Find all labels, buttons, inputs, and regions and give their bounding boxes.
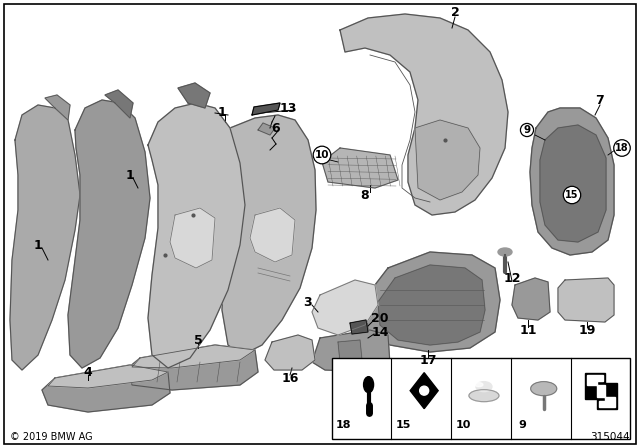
Polygon shape (170, 208, 215, 268)
Polygon shape (365, 252, 500, 352)
Text: 13: 13 (279, 102, 297, 115)
Text: 15: 15 (565, 190, 579, 200)
Text: 15: 15 (396, 419, 411, 430)
Polygon shape (350, 320, 368, 334)
Polygon shape (312, 280, 378, 335)
Polygon shape (410, 373, 438, 409)
Polygon shape (222, 115, 316, 355)
Text: 18: 18 (336, 419, 351, 430)
Polygon shape (586, 375, 614, 407)
Polygon shape (340, 14, 508, 215)
Polygon shape (312, 330, 390, 372)
Text: 1: 1 (125, 168, 134, 181)
Ellipse shape (469, 390, 499, 402)
Text: 12: 12 (503, 271, 521, 284)
Polygon shape (252, 103, 280, 115)
Polygon shape (530, 108, 614, 255)
Text: 9: 9 (519, 419, 527, 430)
Polygon shape (178, 83, 210, 108)
Polygon shape (132, 345, 255, 368)
Bar (332, 358, 630, 439)
Polygon shape (558, 278, 614, 322)
Ellipse shape (498, 248, 512, 256)
Text: 3: 3 (304, 296, 312, 309)
Text: © 2019 BMW AG: © 2019 BMW AG (10, 432, 93, 442)
Polygon shape (48, 365, 168, 388)
Text: 315044: 315044 (590, 432, 630, 442)
Text: 16: 16 (282, 371, 299, 384)
Text: 19: 19 (579, 323, 596, 336)
Text: 17: 17 (419, 353, 436, 366)
Polygon shape (10, 105, 80, 370)
Polygon shape (584, 373, 616, 409)
Polygon shape (322, 148, 398, 188)
Text: 10: 10 (315, 150, 329, 160)
Text: 14: 14 (371, 326, 388, 339)
Polygon shape (415, 120, 480, 200)
Polygon shape (338, 340, 362, 362)
Polygon shape (42, 365, 170, 412)
Polygon shape (258, 123, 275, 135)
Polygon shape (512, 278, 550, 320)
Polygon shape (128, 345, 258, 390)
Ellipse shape (475, 383, 483, 387)
Polygon shape (45, 95, 70, 120)
Polygon shape (68, 100, 150, 368)
Polygon shape (378, 265, 485, 345)
Polygon shape (148, 103, 245, 368)
Polygon shape (250, 208, 295, 262)
Text: 18: 18 (615, 143, 629, 153)
Polygon shape (105, 90, 133, 118)
Ellipse shape (420, 386, 429, 395)
Text: 6: 6 (272, 121, 280, 134)
Polygon shape (265, 335, 315, 370)
Text: 11: 11 (519, 323, 537, 336)
Text: 20: 20 (371, 311, 388, 324)
Ellipse shape (476, 382, 492, 392)
Ellipse shape (364, 377, 374, 392)
Text: 9: 9 (524, 125, 531, 135)
Text: 7: 7 (596, 94, 604, 107)
Polygon shape (540, 125, 606, 242)
Text: 8: 8 (361, 189, 369, 202)
Text: 5: 5 (194, 333, 202, 346)
Text: 1: 1 (34, 238, 42, 251)
Text: 10: 10 (455, 419, 470, 430)
Ellipse shape (531, 382, 557, 396)
Text: 2: 2 (451, 5, 460, 18)
Text: 1: 1 (218, 105, 227, 119)
Text: 4: 4 (84, 366, 92, 379)
